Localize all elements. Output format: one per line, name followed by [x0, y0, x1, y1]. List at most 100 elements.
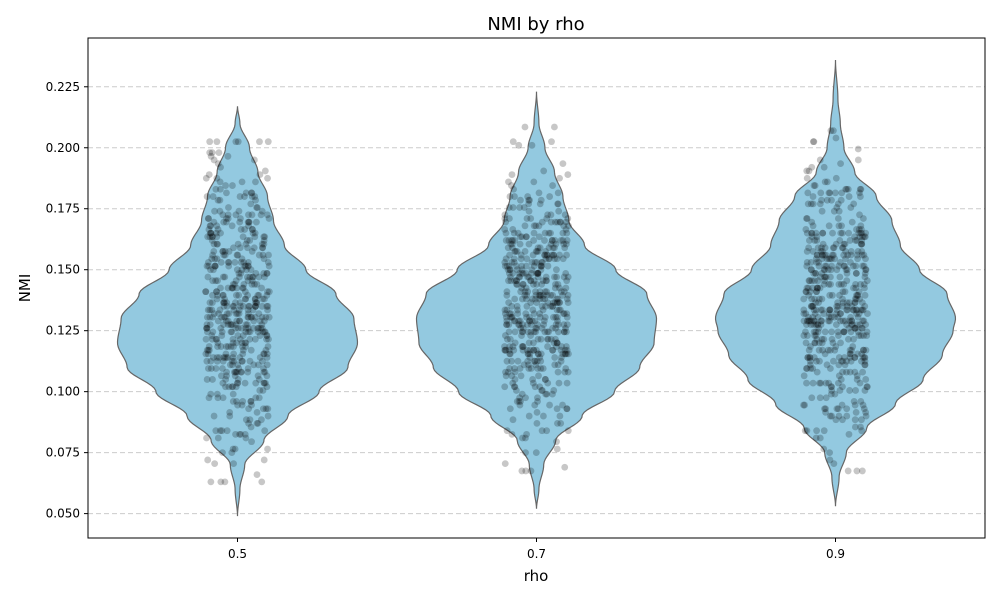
- strip-point: [554, 317, 561, 325]
- strip-point: [853, 321, 861, 328]
- strip-point: [838, 244, 846, 252]
- strip-point: [530, 328, 538, 336]
- strip-point: [207, 365, 215, 372]
- strip-point: [243, 266, 250, 274]
- strip-point: [258, 416, 265, 424]
- strip-point: [215, 354, 223, 361]
- strip-point: [233, 251, 241, 259]
- strip-point: [204, 233, 212, 241]
- strip-point: [227, 321, 235, 328]
- strip-point: [525, 240, 533, 248]
- y-tick-label: 0.100: [46, 385, 80, 399]
- strip-point: [251, 280, 258, 288]
- strip-point: [256, 332, 264, 339]
- strip-point: [513, 262, 520, 270]
- strip-point: [502, 313, 510, 321]
- strip-point: [856, 379, 864, 387]
- strip-point: [230, 350, 238, 358]
- strip-point: [537, 266, 545, 274]
- strip-point: [801, 427, 809, 435]
- strip-point: [856, 189, 863, 197]
- strip-point: [806, 354, 814, 361]
- strip-point: [805, 291, 813, 299]
- strip-point: [813, 251, 821, 259]
- strip-point: [559, 350, 567, 358]
- strip-point: [858, 299, 866, 307]
- strip-point: [248, 211, 256, 219]
- strip-point: [209, 299, 216, 307]
- strip-point: [803, 229, 811, 237]
- strip-point: [219, 211, 227, 219]
- strip-point: [260, 379, 268, 387]
- strip-point: [248, 189, 256, 197]
- strip-point: [503, 262, 511, 270]
- strip-point: [221, 248, 229, 255]
- strip-point: [564, 291, 572, 299]
- strip-point: [815, 299, 822, 307]
- strip-point: [848, 302, 856, 310]
- strip-point: [842, 185, 850, 193]
- strip-point: [817, 306, 825, 314]
- strip-point: [243, 321, 251, 328]
- strip-point: [537, 357, 545, 365]
- strip-point: [847, 251, 855, 259]
- strip-point: [251, 229, 259, 237]
- strip-point: [830, 127, 837, 135]
- strip-point: [805, 313, 812, 321]
- strip-point: [860, 317, 868, 325]
- strip-point: [851, 299, 859, 307]
- strip-point: [563, 313, 571, 321]
- strip-point: [214, 240, 221, 248]
- strip-point: [852, 237, 859, 244]
- strip-point: [808, 266, 815, 274]
- strip-point: [228, 449, 236, 457]
- strip-point: [835, 361, 843, 369]
- strip-point: [258, 478, 266, 486]
- strip-point: [206, 299, 214, 307]
- strip-point: [234, 332, 242, 339]
- strip-point: [543, 277, 551, 285]
- strip-point: [249, 226, 256, 233]
- strip-point: [549, 182, 556, 189]
- strip-point: [502, 310, 509, 318]
- strip-point: [858, 240, 866, 248]
- strip-point: [860, 233, 868, 241]
- strip-point: [209, 354, 217, 361]
- strip-point: [826, 365, 834, 372]
- strip-point: [225, 383, 233, 391]
- strip-point: [219, 248, 227, 255]
- strip-point: [232, 324, 240, 332]
- strip-point: [828, 412, 836, 420]
- strip-point: [219, 291, 227, 299]
- strip-point: [861, 354, 868, 361]
- strip-point: [208, 332, 216, 339]
- strip-point: [502, 237, 510, 244]
- strip-point: [522, 233, 530, 241]
- strip-point: [540, 321, 548, 328]
- strip-point: [241, 379, 249, 387]
- strip-point: [226, 321, 234, 328]
- strip-point: [553, 405, 561, 413]
- strip-point: [245, 313, 252, 321]
- strip-point: [813, 335, 821, 343]
- strip-point: [236, 430, 244, 438]
- strip-point: [540, 167, 548, 175]
- strip-point: [857, 306, 865, 314]
- strip-point: [564, 171, 572, 178]
- strip-point: [848, 321, 856, 328]
- strip-point: [850, 200, 858, 208]
- strip-point: [543, 390, 551, 398]
- strip-point: [525, 207, 533, 215]
- strip-point: [803, 365, 810, 372]
- strip-point: [240, 258, 248, 266]
- strip-point: [208, 255, 216, 263]
- strip-point: [238, 324, 246, 332]
- strip-point: [858, 237, 866, 244]
- strip-point: [219, 449, 226, 457]
- strip-point: [204, 306, 212, 314]
- strip-point: [247, 346, 255, 354]
- strip-point: [210, 248, 218, 255]
- strip-point: [804, 354, 812, 361]
- strip-point: [506, 215, 513, 222]
- strip-point: [538, 427, 546, 435]
